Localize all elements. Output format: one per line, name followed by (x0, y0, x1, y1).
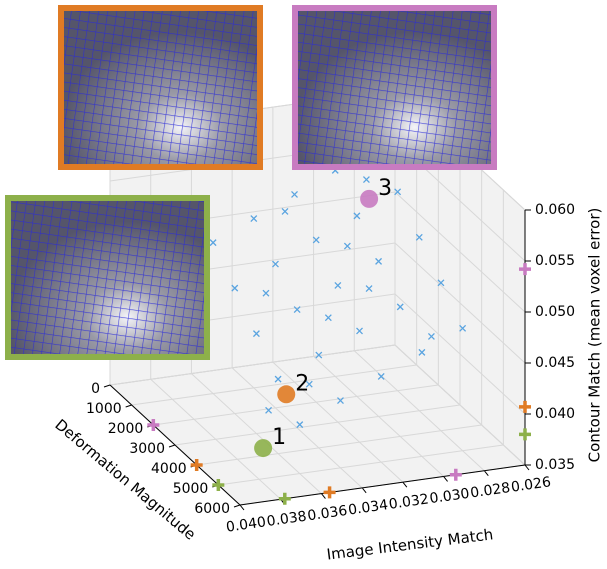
inset-pink (295, 8, 494, 167)
y-tick-label: 6000 (194, 501, 230, 517)
x-tick-label: 0.028 (469, 480, 511, 501)
x-tick-label: 0.038 (266, 509, 308, 530)
z-tick-label: 0.060 (535, 202, 575, 218)
y-tick-label: 0 (91, 381, 100, 397)
x-tick (362, 488, 366, 493)
y-tick (234, 505, 240, 507)
x-tick-label: 0.026 (510, 474, 552, 495)
z-tick-label: 0.045 (535, 355, 575, 371)
z-tick-label: 0.035 (535, 457, 575, 473)
inset-orange (61, 8, 260, 167)
highlight-point (254, 439, 272, 457)
x-tick (525, 465, 529, 470)
x-tick (240, 505, 244, 510)
y-tick-label: 5000 (173, 481, 209, 497)
y-tick-label: 3000 (129, 441, 165, 457)
x-tick (444, 476, 448, 481)
x-tick-label: 0.032 (388, 491, 430, 512)
x-tick-label: 0.030 (429, 486, 471, 507)
point-label: 2 (295, 371, 309, 396)
highlight-point (360, 190, 378, 208)
y-tick-label: 2000 (108, 421, 144, 437)
z-tick-label: 0.050 (535, 304, 575, 320)
z-tick-label: 0.040 (535, 406, 575, 422)
z-axis-label: Contour Match (mean voxel error) (586, 208, 604, 463)
y-tick-label: 1000 (86, 401, 122, 417)
x-tick (484, 471, 488, 476)
y-tick (169, 445, 175, 447)
highlight-point (277, 385, 295, 403)
x-tick (403, 482, 407, 487)
y-tick (126, 405, 132, 407)
chart: 0.0400.0380.0360.0340.0320.0300.0280.026… (0, 0, 607, 569)
point-label: 1 (272, 425, 286, 450)
x-tick (321, 494, 325, 499)
y-tick-label: 4000 (151, 461, 187, 477)
x-axis-label: Image Intensity Match (326, 525, 495, 563)
x-tick-label: 0.040 (225, 514, 267, 535)
point-label: 3 (378, 176, 392, 201)
x-tick-label: 0.036 (306, 503, 348, 524)
inset-green (8, 198, 207, 357)
x-tick-label: 0.034 (347, 497, 389, 518)
z-tick-label: 0.055 (535, 253, 575, 269)
y-tick (104, 385, 110, 387)
